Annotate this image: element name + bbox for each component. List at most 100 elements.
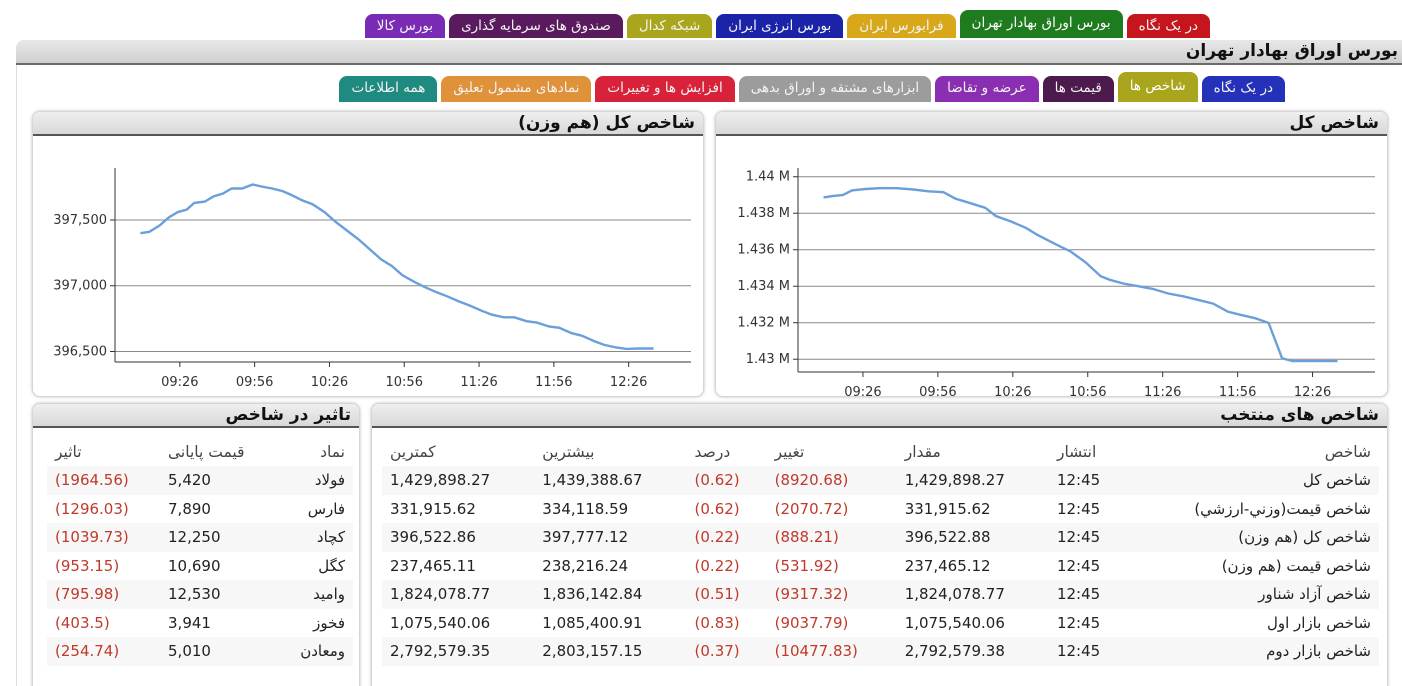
market-tab-5[interactable]: صندوق های سرمایه گذاری: [449, 14, 623, 38]
market-tab-6[interactable]: بورس کالا: [364, 14, 446, 38]
table-row[interactable]: فولاد 5,420 (1964.56): [47, 466, 353, 495]
equal-weight-index-chart: 396,500 397,000 397,500 09:26 09:56 10:26 10:5…: [53, 168, 691, 390]
section-tab-4[interactable]: ابزارهای مشتقه و اوراق بدهی: [738, 76, 932, 102]
total-index-title: شاخص کل: [1289, 113, 1379, 133]
section-tab-6[interactable]: نمادهای مشمول تعلیق: [441, 76, 592, 102]
table-cell: (254.74): [47, 637, 161, 666]
index-impact-table: نماد قیمت پایانی تاثیر فولاد 5,420 (1964.56)…: [47, 438, 353, 666]
table-cell: فولاد: [276, 466, 353, 495]
table-cell: 1,824,078.77: [382, 580, 535, 609]
section-tab-5[interactable]: افزایش ها و تغییرات: [595, 76, 735, 102]
x-tick-label: 11:26: [1144, 385, 1181, 396]
section-tab-3[interactable]: عرضه و تقاضا: [935, 76, 1039, 102]
table-cell: شاخص کل (هم وزن): [1126, 523, 1379, 552]
table-row[interactable]: کچاد 12,250 (1039.73): [47, 523, 353, 552]
table-cell: 2,803,157.15: [534, 637, 687, 666]
table-row[interactable]: فارس 7,890 (1296.03): [47, 495, 353, 524]
table-row[interactable]: ومعادن 5,010 (254.74): [47, 637, 353, 666]
table-cell: (0.62): [694, 499, 740, 518]
column-header[interactable]: کمترین: [390, 443, 436, 461]
page-title-bar: بورس اوراق بهادار تهران: [16, 40, 1402, 65]
equal-weight-index-title: شاخص کل (هم وزن): [518, 113, 695, 133]
x-tick-label: 10:26: [994, 385, 1031, 396]
table-row[interactable]: شاخص قیمت (هم وزن) 12:45 237,465.12 (531.92…: [382, 552, 1379, 581]
table-cell: (0.83): [694, 613, 740, 632]
x-tick-label: 10:26: [311, 375, 348, 390]
market-tab-4[interactable]: شبکه کدال: [626, 14, 713, 38]
section-tab-7[interactable]: همه اطلاعات: [339, 76, 438, 102]
table-cell: 1,085,400.91: [542, 613, 643, 632]
column-header[interactable]: نماد: [320, 443, 345, 461]
table-cell: (1964.56): [47, 466, 161, 495]
selected-indices-table: شاخص انتشار مقدار تغییر درصد بیشترین کمترین شا…: [382, 438, 1379, 666]
section-tab-1[interactable]: شاخص ها: [1117, 72, 1198, 102]
x-tick-label: 10:56: [1069, 385, 1106, 396]
table-cell: 1,824,078.77: [896, 580, 1049, 609]
equal-weight-index-panel: شاخص کل (هم وزن) 396,500 397,000 397,500 09…: [32, 111, 704, 397]
column-header[interactable]: درصد: [694, 443, 731, 461]
market-tab-1[interactable]: بورس اوراق بهادار تهران: [959, 10, 1123, 38]
selected-indices-panel: شاخص های منتخب شاخص انتشار مقدار تغییر درصد ب…: [371, 403, 1388, 686]
column-header[interactable]: مقدار: [904, 443, 941, 461]
column-header[interactable]: تغییر: [774, 443, 805, 461]
table-cell: شاخص آزاد شناور: [1126, 580, 1379, 609]
index-series-line: [823, 186, 1338, 363]
index-impact-panel: تاثیر در شاخص نماد قیمت پایانی تاثیر فولاد…: [32, 403, 360, 686]
total-index-chart: 1.43 M 1.432 M 1.434 M 1.436 M 1.438 M 1.44 M…: [737, 168, 1375, 396]
table-cell: 12:45: [1056, 556, 1101, 575]
x-tick-label: 09:56: [236, 375, 273, 390]
table-row[interactable]: وامید 12,530 (795.98): [47, 580, 353, 609]
section-tab-0[interactable]: در یک نگاه: [1201, 76, 1285, 102]
column-header[interactable]: قیمت پایانی: [168, 443, 245, 461]
table-cell: 5,420: [160, 466, 277, 495]
table-cell: 334,118.59: [542, 499, 629, 518]
table-cell: 10,690: [168, 556, 221, 575]
table-cell: 1,075,540.06: [390, 613, 491, 632]
table-cell: ومعادن: [276, 637, 353, 666]
table-cell: کچاد: [276, 523, 353, 552]
table-cell: 7,890: [168, 499, 211, 518]
table-row[interactable]: شاخص آزاد شناور 12:45 1,824,078.77 (9317.32…: [382, 580, 1379, 609]
column-header[interactable]: تاثیر: [55, 443, 82, 461]
y-tick-label: 1.44 M: [746, 170, 790, 185]
market-tab-0[interactable]: در یک نگاه: [1126, 14, 1210, 38]
table-cell: (795.98): [47, 580, 161, 609]
table-row[interactable]: شاخص کل (هم وزن) 12:45 396,522.88 (888.21)(…: [382, 523, 1379, 552]
table-row[interactable]: شاخص بازار اول 12:45 1,075,540.06 (9037.79)…: [382, 609, 1379, 638]
table-row[interactable]: کگل 10,690 (953.15): [47, 552, 353, 581]
table-row[interactable]: شاخص بازار دوم 12:45 2,792,579.38 (10477.83…: [382, 637, 1379, 666]
index-series-line: [140, 183, 654, 351]
table-cell: 3,941: [168, 613, 211, 632]
column-header[interactable]: بیشترین: [542, 443, 595, 461]
table-cell: (9317.32): [766, 580, 897, 609]
selected-indices-title: شاخص های منتخب: [1220, 405, 1379, 425]
table-cell: (0.22): [694, 556, 740, 575]
column-header[interactable]: شاخص: [1324, 443, 1371, 461]
table-cell: (9037.79): [774, 613, 849, 632]
table-cell: کگل: [318, 556, 345, 575]
table-row[interactable]: فخوز 3,941 (403.5): [47, 609, 353, 638]
table-cell: 396,522.86: [382, 523, 535, 552]
y-tick-label: 397,500: [53, 213, 107, 228]
table-row[interactable]: شاخص قیمت(وزني-ارزشي) 12:45 331,915.62 (207…: [382, 495, 1379, 524]
table-row[interactable]: شاخص کل 12:45 1,429,898.27 (8920.68) (0.62) 1…: [382, 466, 1379, 495]
table-header-row: شاخص انتشار مقدار تغییر درصد بیشترین کمترین: [382, 438, 1379, 466]
market-tab-2[interactable]: فرابورس ایران: [847, 14, 956, 38]
x-tick-label: 10:56: [386, 375, 423, 390]
index-impact-header: تاثیر در شاخص: [33, 404, 359, 428]
x-tick-label: 11:56: [1219, 385, 1256, 396]
table-cell: 12:45: [1048, 637, 1127, 666]
column-header[interactable]: انتشار: [1056, 443, 1097, 461]
table-cell: 2,792,579.35: [382, 637, 535, 666]
table-cell: (1296.03): [55, 499, 129, 518]
table-cell: (2070.72): [774, 499, 849, 518]
x-tick-label: 11:56: [535, 375, 572, 390]
x-tick-label: 09:26: [161, 375, 198, 390]
table-cell: وامید: [276, 580, 353, 609]
market-tab-3[interactable]: بورس انرژی ایران: [716, 14, 844, 38]
table-cell: 331,915.62: [904, 499, 991, 518]
total-index-header: شاخص کل: [716, 112, 1387, 136]
y-tick-label: 1.436 M: [737, 243, 790, 258]
table-header-row: نماد قیمت پایانی تاثیر: [47, 438, 353, 466]
section-tab-2[interactable]: قیمت ها: [1042, 76, 1114, 102]
